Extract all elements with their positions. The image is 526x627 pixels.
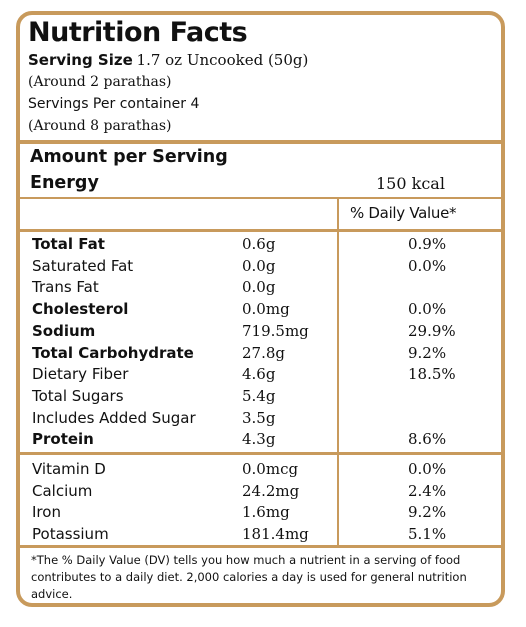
vitamins-divider (20, 545, 501, 548)
vitamin-name: Potassium (32, 524, 109, 543)
vitamin-name: Vitamin D (32, 460, 106, 478)
nutrient-name: Total Carbohydrate (32, 343, 194, 362)
nutrient-daily-value: 29.9% (408, 321, 456, 340)
nutrient-daily-value: 18.5% (408, 365, 456, 384)
nutrient-name: Includes Added Sugar (32, 408, 196, 427)
nutrient-name: Total Sugars (32, 386, 124, 405)
serving-size-value: 1.7 oz Uncooked (50g) (136, 51, 309, 69)
energy-value: 150 kcal (376, 174, 445, 193)
nutrient-amount: 719.5mg (242, 321, 309, 340)
nutrient-amount: 0.0g (242, 278, 276, 297)
nutrients-divider (20, 452, 501, 455)
vitamin-daily-value: 9.2% (408, 503, 447, 521)
nutrient-name: Cholesterol (32, 300, 129, 319)
nutrient-amount: 4.6g (242, 365, 276, 384)
nutrient-amount: 0.0mg (242, 300, 290, 319)
vitamin-name: Calcium (32, 481, 93, 500)
vitamin-amount: 181.4mg (242, 524, 309, 543)
vitamin-daily-value: 2.4% (408, 481, 447, 500)
nutrient-daily-value: 0.0% (408, 256, 447, 275)
dv-column-divider (337, 199, 339, 545)
nutrient-amount: 3.5g (242, 408, 276, 427)
nutrient-daily-value: 0.9% (408, 235, 447, 253)
nutrient-name: Protein (32, 430, 94, 449)
nutrient-daily-value: 0.0% (408, 300, 447, 319)
nutrient-amount: 27.8g (242, 343, 286, 362)
dv-header-divider (20, 229, 501, 232)
vitamin-amount: 0.0mcg (242, 460, 299, 478)
vitamin-name: Iron (32, 503, 61, 521)
nutrient-amount: 5.4g (242, 386, 276, 405)
header-divider (20, 140, 501, 144)
nutrient-daily-value: 9.2% (408, 343, 447, 362)
nutrient-name: Sodium (32, 321, 96, 340)
vitamin-daily-value: 5.1% (408, 524, 447, 543)
nutrient-name: Total Fat (32, 235, 105, 253)
energy-label: Energy (30, 173, 99, 193)
nutrient-name: Dietary Fiber (32, 365, 129, 384)
amount-per-serving-header: Amount per Serving (30, 147, 228, 167)
serving-size-line: Serving Size 1.7 oz Uncooked (50g) (28, 53, 308, 69)
vitamin-amount: 24.2mg (242, 481, 300, 500)
nutrient-name: Trans Fat (32, 278, 99, 297)
nutrient-daily-value: 8.6% (408, 430, 447, 449)
serving-size-label: Serving Size (28, 51, 133, 69)
servings-per-container: Servings Per container 4 (28, 96, 200, 112)
footnote: *The % Daily Value (DV) tells you how mu… (31, 553, 467, 601)
energy-divider (20, 197, 501, 199)
nutrient-amount: 0.6g (242, 235, 276, 253)
serving-size-note: (Around 2 parathas) (28, 74, 172, 90)
daily-value-header: % Daily Value* (350, 204, 457, 222)
nutrient-name: Saturated Fat (32, 256, 134, 275)
nutrient-amount: 0.0g (242, 256, 276, 275)
vitamin-daily-value: 0.0% (408, 460, 447, 478)
label-title: Nutrition Facts (28, 17, 248, 48)
vitamin-amount: 1.6mg (242, 503, 290, 521)
nutrient-amount: 4.3g (242, 430, 276, 449)
nutrition-label: Nutrition Facts Serving Size 1.7 oz Unco… (16, 11, 505, 607)
servings-per-container-note: (Around 8 parathas) (28, 118, 172, 134)
